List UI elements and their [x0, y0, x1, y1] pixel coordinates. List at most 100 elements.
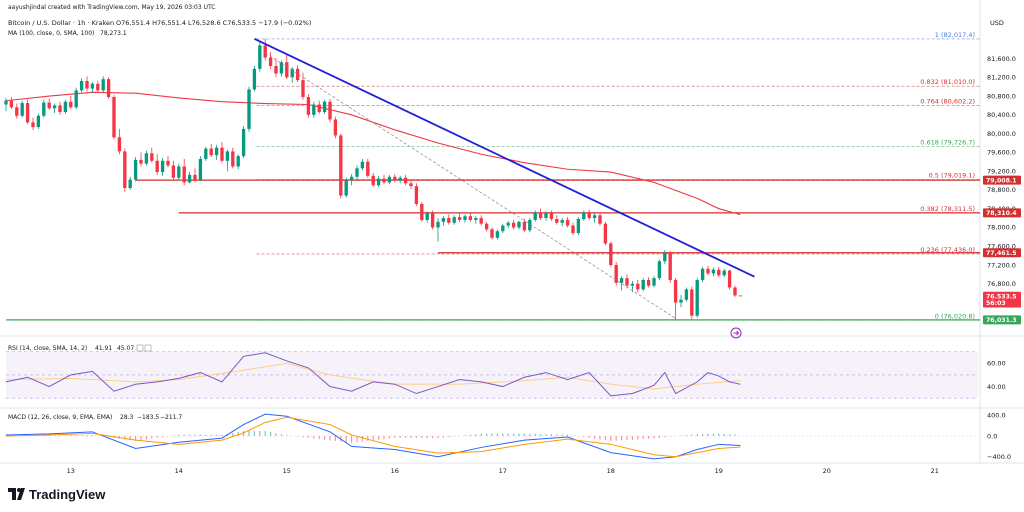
price-label-text: 56:03 [986, 300, 1006, 307]
candle-body [295, 68, 300, 81]
candle-body [544, 213, 548, 219]
candle-body [52, 105, 57, 109]
price-tick-label: 80,800.0 [987, 92, 1016, 100]
price-tick-label: 80,000.0 [987, 130, 1016, 138]
candle-body [452, 217, 456, 223]
rsi-settings-icon[interactable] [144, 344, 152, 352]
candle-body [495, 231, 500, 238]
candle-body [225, 151, 230, 161]
candle-body [684, 289, 689, 300]
candle-body [501, 225, 505, 232]
macd-signal-value: −211.7 [160, 414, 182, 421]
candle-body [160, 160, 165, 173]
grid [0, 0, 1024, 464]
moving-average [5, 91, 741, 216]
price-tick-label: 77,200.0 [987, 261, 1016, 269]
candles [4, 38, 743, 320]
rsi-eye-icon[interactable] [136, 344, 144, 352]
rsi-line [5, 352, 741, 397]
candle-body [387, 176, 392, 183]
candle-body [663, 252, 667, 262]
candle-body [274, 66, 278, 74]
candle-body [177, 166, 181, 178]
candle-body [231, 151, 235, 167]
candle-body [582, 212, 586, 220]
price-label-pill [983, 298, 1021, 308]
price-tick-label: 78,800.0 [987, 186, 1016, 194]
candle-body [36, 115, 41, 128]
candle-body [690, 289, 694, 316]
candle-body [220, 147, 224, 161]
candle-body [409, 183, 413, 187]
time-tick-label: 15 [283, 467, 291, 475]
candle-body [463, 216, 467, 220]
candle-body [695, 280, 699, 316]
candle-body [101, 79, 105, 91]
time-tick-label: 19 [715, 467, 723, 475]
candle-body [301, 80, 305, 97]
candle-body [711, 269, 716, 274]
time-tick-label: 13 [67, 467, 75, 475]
macd-pane [5, 413, 978, 460]
candle-body [139, 159, 143, 164]
candle-body [155, 160, 159, 173]
candle-body [258, 45, 262, 69]
candle-body [15, 107, 19, 116]
candle-body [25, 103, 30, 123]
candle-body [717, 269, 721, 276]
rsi-ma-value: 45.07 [117, 345, 134, 352]
price-tick-label: 76,800.0 [987, 280, 1016, 288]
price-tick-label: 80,400.0 [987, 111, 1016, 119]
time-tick-label: 14 [175, 467, 183, 475]
bearish-trendline [254, 37, 755, 278]
candle-body [646, 280, 651, 286]
rsi-label: RSI (14, close, SMA, 14, 2) [8, 345, 87, 352]
candle-body [549, 213, 554, 220]
price-label-pill [983, 248, 1021, 258]
tv-logo-icon [8, 488, 16, 500]
candle-body [349, 176, 354, 181]
candle-body [393, 176, 397, 181]
candle-body [474, 218, 478, 220]
candle-body [576, 219, 581, 234]
candle-body [47, 102, 51, 109]
candle-body [636, 283, 640, 290]
candle-body [598, 215, 602, 224]
fib-label: 0.5 (79,019.1) [929, 172, 975, 180]
candle-body [306, 96, 311, 115]
candle-body [333, 119, 338, 136]
candle-body [112, 96, 116, 138]
candle-body [555, 219, 559, 223]
price-axis[interactable]: 81,600.0 81,200.0 80,800.0 80,400.0 80,000.0… [983, 55, 1021, 461]
candle-body [673, 280, 678, 303]
candle-body [268, 57, 273, 67]
replay-marker-icon[interactable] [730, 327, 742, 339]
time-axis[interactable]: 13 14 15 16 17 18 19 20 21 [67, 467, 939, 475]
candle-body [511, 222, 516, 228]
macd-value: −183.5 [137, 414, 159, 421]
time-tick-label: 21 [931, 467, 939, 475]
time-tick-label: 20 [823, 467, 831, 475]
credit-text: aayushjindal created with TradingView.co… [8, 4, 216, 11]
candle-body [166, 160, 170, 166]
candle-body [4, 100, 8, 105]
time-tick-label: 17 [499, 467, 507, 475]
candle-body [619, 278, 624, 283]
candle-body [592, 215, 597, 219]
candle-body [247, 89, 251, 129]
candle-body [668, 252, 672, 281]
tradingview-wordmark: TradingView [29, 487, 106, 502]
candle-body [360, 161, 365, 169]
candle-body [328, 101, 332, 120]
price-label-text: 79,008.1 [986, 177, 1017, 184]
candle-body [79, 81, 84, 91]
candle-body [117, 137, 122, 152]
candle-body [312, 104, 316, 115]
macd-tick-label: 400.0 [987, 412, 1006, 420]
candle-body [133, 159, 138, 180]
candle-body [74, 90, 78, 108]
currency-label: USD [990, 19, 1004, 27]
candle-body [657, 261, 662, 279]
candle-body [236, 156, 240, 167]
candle-body [517, 221, 521, 228]
